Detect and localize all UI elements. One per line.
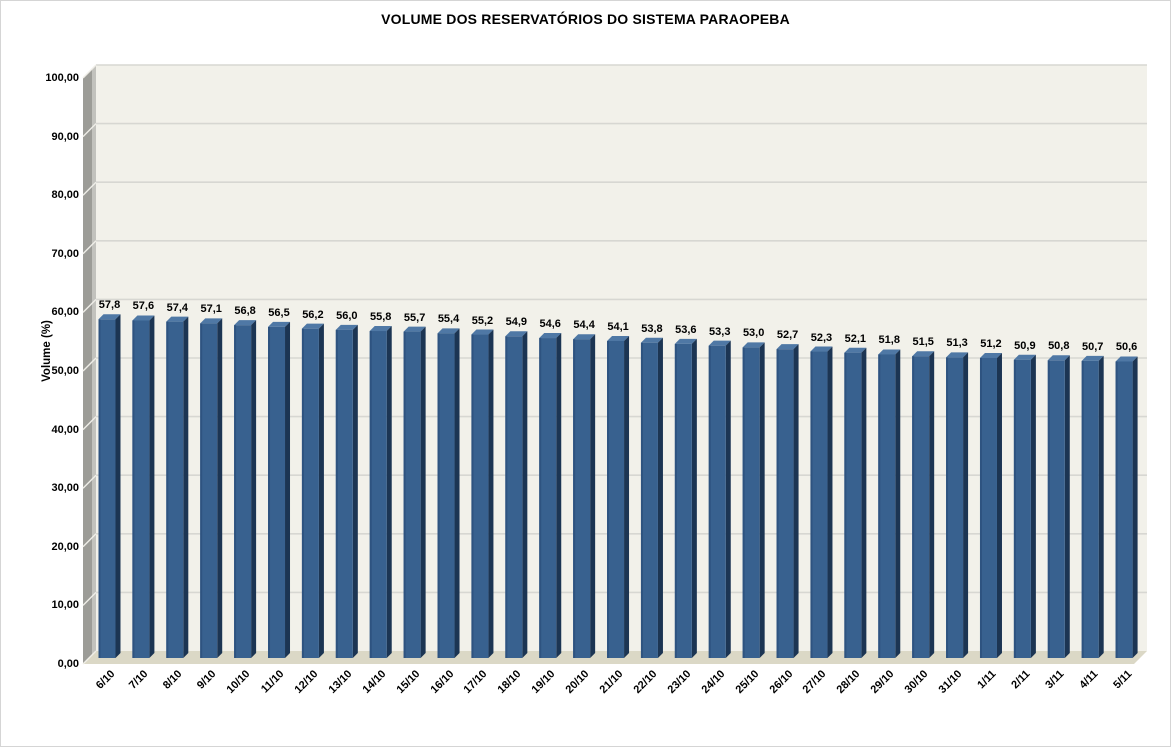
bar-value-label: 56,8: [234, 305, 256, 318]
bar: [98, 314, 121, 658]
bar-value-label: 50,9: [1014, 339, 1036, 352]
bar-value-label: 54,6: [539, 318, 561, 331]
bar-value-label: 50,6: [1115, 341, 1138, 354]
bar: [1047, 355, 1070, 658]
y-tick-label: 10,00: [51, 599, 79, 612]
bar-value-label: 51,2: [980, 337, 1002, 350]
bar: [640, 337, 663, 658]
bar: [437, 328, 460, 658]
chart-title: VOLUME DOS RESERVATÓRIOS DO SISTEMA PARA…: [381, 11, 790, 27]
bar-value-label: 50,8: [1048, 340, 1070, 353]
axis-tick-notch: [82, 416, 97, 431]
bar: [573, 334, 596, 658]
bar-value-label: 55,7: [403, 311, 426, 324]
bar: [708, 340, 731, 658]
y-tick-label: 50,00: [51, 365, 79, 377]
y-tick-label: 0,00: [57, 658, 79, 670]
bar: [776, 344, 799, 658]
axis-tick-notch: [82, 650, 97, 665]
bar-value-label: 53,3: [709, 325, 731, 338]
y-tick-label: 60,00: [51, 306, 79, 319]
bar-value-label: 53,8: [641, 322, 663, 335]
bar: [1115, 356, 1138, 658]
bar-value-label: 52,3: [810, 331, 833, 344]
bar: [742, 342, 765, 658]
bar-value-label: 54,1: [607, 320, 629, 333]
bar: [844, 347, 867, 658]
y-tick-label: 80,00: [51, 189, 79, 202]
bar: [878, 349, 901, 658]
bar-value-label: 57,8: [98, 299, 121, 312]
y-tick-label: 70,00: [51, 247, 79, 260]
bar: [607, 335, 630, 658]
bar: [403, 326, 426, 658]
bar: [471, 329, 494, 658]
bar: [166, 316, 189, 658]
bar: [946, 352, 969, 658]
bar: [200, 318, 223, 658]
bar: [268, 321, 291, 658]
axis-tick-notch: [82, 357, 97, 372]
bar: [539, 333, 562, 658]
axis-tick-notch: [82, 474, 97, 489]
axis-tick-notch: [82, 181, 97, 196]
axis-tick-notch: [82, 533, 97, 548]
bar-value-label: 55,4: [437, 313, 460, 326]
bar-value-label: 52,7: [776, 329, 799, 342]
y-tick-label: 30,00: [51, 482, 79, 495]
bar: [1081, 355, 1104, 658]
bar-value-label: 53,6: [675, 323, 697, 336]
bar-value-label: 51,3: [946, 337, 968, 350]
bar: [234, 320, 257, 658]
bar: [369, 326, 392, 658]
y-tick-label: 100,00: [45, 72, 79, 84]
bar-value-label: 53,0: [742, 327, 765, 340]
bar-value-label: 55,8: [370, 311, 392, 323]
bar-value-label: 56,2: [302, 308, 324, 321]
bar: [912, 351, 935, 658]
bar-value-label: 52,1: [844, 332, 867, 345]
bar: [1013, 354, 1036, 658]
axis-tick-notch: [82, 240, 97, 255]
bar-value-label: 57,6: [132, 300, 155, 313]
bar: [810, 346, 833, 658]
bar: [335, 324, 358, 658]
bar-value-label: 57,4: [166, 301, 188, 314]
y-tick-label: 20,00: [51, 540, 79, 553]
y-tick-label: 40,00: [51, 423, 79, 436]
bar-value-label: 54,9: [505, 316, 528, 329]
axis-tick-notch: [82, 64, 97, 79]
bar: [505, 331, 528, 658]
bar-value-label: 54,4: [573, 319, 595, 332]
bar-value-label: 50,7: [1081, 340, 1104, 353]
bar-value-label: 56,5: [268, 306, 290, 319]
bar-value-label: 51,5: [912, 336, 934, 349]
bar: [979, 352, 1002, 658]
axis-tick-notch: [82, 123, 97, 138]
bar: [301, 323, 324, 658]
bar: [132, 315, 155, 658]
axis-tick-notch: [82, 591, 97, 606]
bar-value-label: 56,0: [336, 309, 358, 322]
bar-value-label: 51,8: [878, 334, 900, 347]
y-tick-label: 90,00: [51, 130, 79, 143]
bar-value-label: 55,2: [471, 314, 494, 327]
bar: [674, 338, 697, 658]
axis-tick-notch: [82, 298, 97, 313]
bar-value-label: 57,1: [200, 303, 222, 316]
